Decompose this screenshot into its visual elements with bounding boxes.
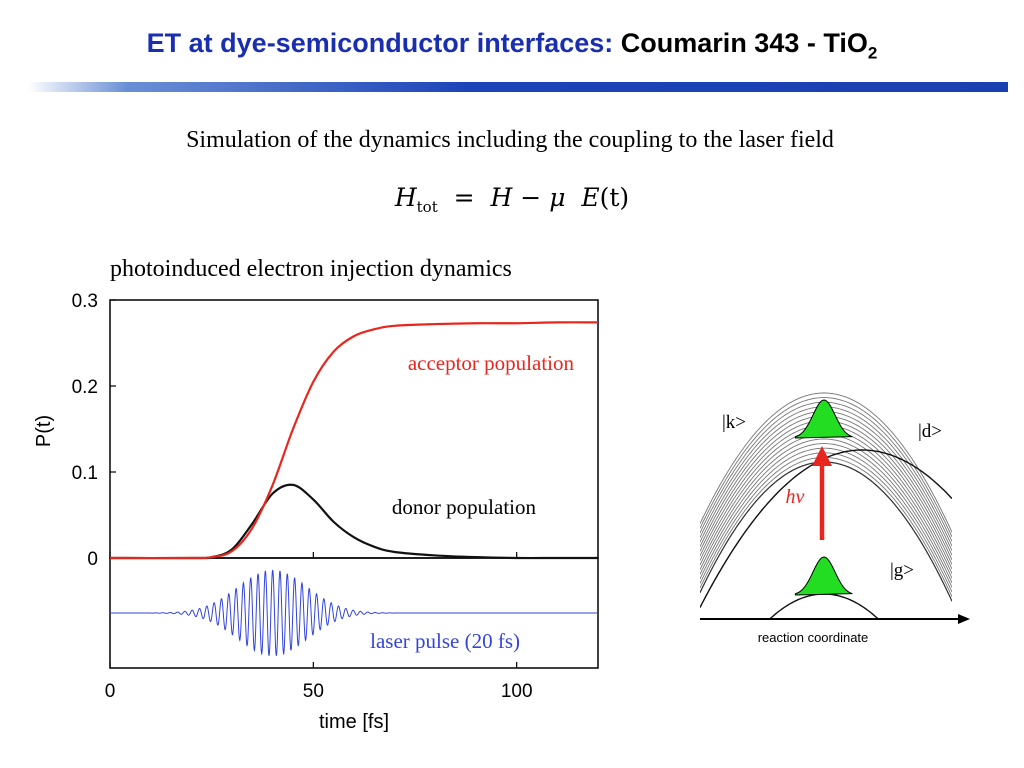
- title-part2-text: Coumarin 343 - TiO: [620, 28, 868, 58]
- y-tick-label: 0: [87, 549, 98, 570]
- acceptor-band-curve: [700, 447, 952, 588]
- formula-h: H: [490, 183, 513, 212]
- formula-mu: μ: [549, 183, 566, 212]
- y-axis-label: P(t): [33, 415, 55, 447]
- title-underline-bar: [28, 82, 1008, 92]
- acceptor-band-curve: [700, 452, 952, 593]
- excited-wavepacket: [794, 399, 853, 439]
- state-g-label: |g>: [890, 560, 914, 581]
- acceptor-band-curves: [700, 392, 952, 602]
- slide-title: ET at dye-semiconductor interfaces: Coum…: [0, 28, 1024, 63]
- y-tick-label: 0.1: [72, 463, 98, 484]
- plot-heading: photoinduced electron injection dynamics: [110, 256, 512, 282]
- reaction-coordinate-arrowhead: [958, 614, 970, 624]
- y-tick-label: 0.3: [72, 291, 98, 312]
- reaction-coordinate-label: reaction coordinate: [758, 630, 869, 645]
- acceptor-population-label: acceptor population: [408, 351, 575, 375]
- formula-argument: (t): [599, 183, 630, 212]
- series-line-laser-pulse: [110, 569, 598, 656]
- series-line-acceptor-population: [109, 321, 599, 560]
- acceptor-band-curve: [700, 443, 952, 584]
- slide-subtitle: Simulation of the dynamics including the…: [186, 127, 834, 153]
- acceptor-band-curve: [700, 420, 952, 561]
- x-tick-label: 100: [501, 681, 533, 702]
- acceptor-band-curve: [700, 438, 952, 579]
- title-part1: ET at dye-semiconductor interfaces:: [146, 28, 614, 58]
- excitation-label: hν: [786, 486, 805, 508]
- state-k-label: |k>: [722, 412, 746, 433]
- formula-minus: −: [520, 183, 542, 212]
- formula-lhs-subscript: tot: [416, 198, 438, 216]
- formula-equals: =: [453, 183, 475, 212]
- laser-pulse-label: laser pulse (20 fs): [370, 629, 520, 653]
- x-tick-label: 0: [105, 681, 116, 702]
- formula-lhs: H: [394, 183, 417, 212]
- title-part2: Coumarin 343 - TiO2: [620, 28, 878, 62]
- hamiltonian-formula: Htot = H − μ E(t): [0, 183, 1024, 216]
- formula-field: E: [581, 183, 600, 212]
- x-tick-label: 50: [303, 681, 324, 702]
- acceptor-band-curve: [700, 429, 952, 570]
- y-tick-label: 0.2: [72, 377, 98, 398]
- ground-state-curve: [767, 593, 881, 620]
- acceptor-band-curve: [700, 392, 952, 533]
- acceptor-band-curve: [700, 397, 952, 538]
- donor-population-label: donor population: [392, 495, 537, 519]
- x-axis-label: time [fs]: [319, 711, 389, 733]
- state-d-label: |d>: [918, 421, 942, 442]
- excitation-arrow-head: [812, 446, 832, 466]
- ground-wavepacket: [794, 556, 853, 596]
- title-subscript: 2: [867, 43, 878, 63]
